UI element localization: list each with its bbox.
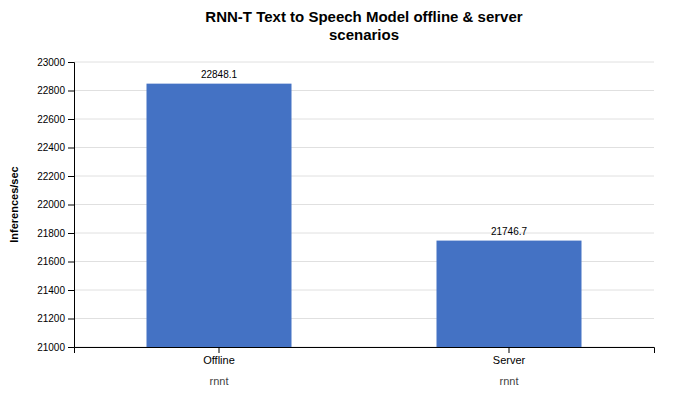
y-tick-label: 22000 (37, 199, 65, 210)
y-tick-label: 21600 (37, 256, 65, 267)
y-tick-mark (68, 205, 74, 206)
y-tick: 22400 (37, 142, 74, 153)
y-tick-label: 22400 (37, 142, 65, 153)
data-label: 22848.1 (201, 69, 238, 80)
x-tick: Offline (203, 347, 235, 366)
y-tick-label: 22200 (37, 171, 65, 182)
y-tick-mark (68, 176, 74, 177)
y-tick-label: 23000 (37, 57, 65, 68)
x-tick-label: Offline (203, 354, 235, 366)
y-tick: 21400 (37, 285, 74, 296)
y-tick: 22600 (37, 114, 74, 125)
data-labels: 22848.1 21746.7 (201, 69, 528, 237)
grid-line (74, 62, 654, 63)
y-tick-label: 21800 (37, 228, 65, 239)
title: RNN-T Text to Speech Model offline & ser… (205, 8, 522, 43)
y-tick-label: 22600 (37, 114, 65, 125)
y-axis-line (68, 63, 75, 348)
y-tick: 22000 (37, 199, 74, 210)
y-tick-mark (68, 319, 74, 320)
y-tick-mark (68, 62, 74, 63)
y-tick: 21000 (37, 342, 74, 353)
plot-area: 21000 21200 21400 21600 21800 22000 22200 22400… (8, 57, 655, 387)
y-tick-label: 21000 (37, 342, 65, 353)
sublabel: rnnt (500, 375, 519, 387)
y-axis-title: Inferences/sec (8, 166, 20, 242)
y-tick-mark (68, 119, 74, 120)
y-tick: 22800 (37, 85, 74, 96)
x-tick: Server (493, 347, 526, 366)
y-tick: 21800 (37, 228, 74, 239)
bars (147, 84, 582, 347)
y-tick-mark (68, 262, 74, 263)
y-tick-label: 22800 (37, 85, 65, 96)
y-axis: 21000 21200 21400 21600 21800 22000 22200 22400… (37, 57, 74, 353)
y-tick-mark (68, 233, 74, 234)
title-line: scenarios (329, 26, 399, 43)
y-tick-label: 21200 (37, 313, 65, 324)
y-tick-mark (68, 91, 74, 92)
data-label: 21746.7 (491, 226, 528, 237)
y-tick: 23000 (37, 57, 74, 68)
x-tick-mark (219, 347, 220, 353)
chart: 21000 21200 21400 21600 21800 22000 22200 22400… (0, 0, 674, 405)
x-tick-mark (509, 347, 510, 353)
y-tick: 22200 (37, 171, 74, 182)
sublabel: rnnt (210, 375, 229, 387)
title-line: RNN-T Text to Speech Model offline & ser… (205, 8, 522, 25)
bar (147, 84, 292, 347)
x-tick-label: Server (493, 354, 526, 366)
x-axis-line (75, 348, 655, 354)
y-tick-label: 21400 (37, 285, 65, 296)
y-tick-mark (68, 148, 74, 149)
grid (74, 62, 654, 347)
x-axis: Offline Server (75, 347, 655, 366)
bar (437, 241, 582, 347)
y-tick-mark (68, 290, 74, 291)
sublabels: rnnt rnnt (210, 375, 519, 387)
y-tick-mark (68, 347, 74, 348)
y-tick: 21200 (37, 313, 74, 324)
y-tick: 21600 (37, 256, 74, 267)
